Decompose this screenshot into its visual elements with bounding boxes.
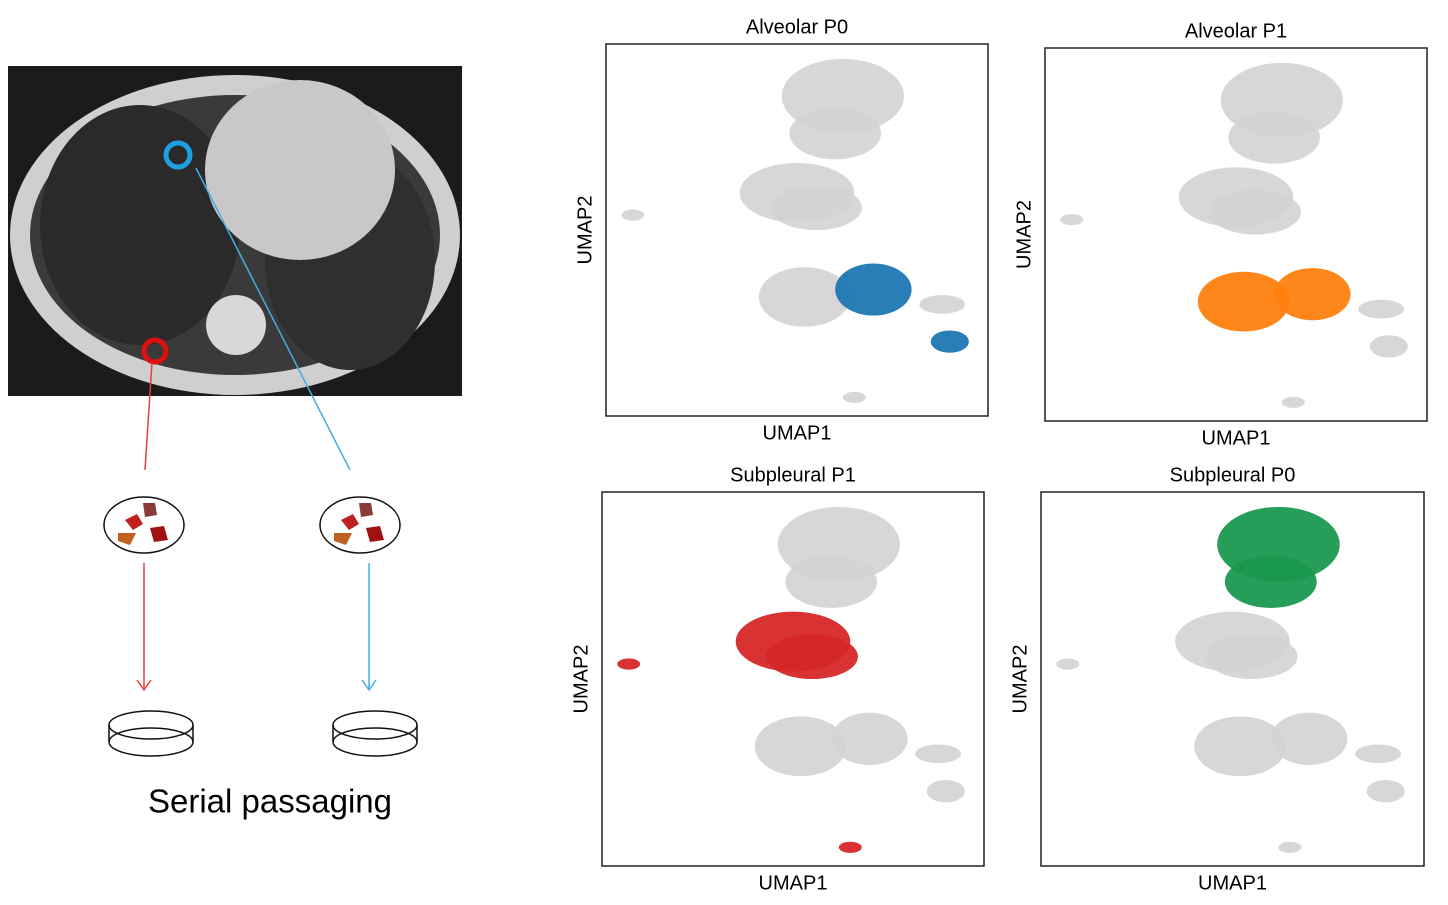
cell-cluster (770, 185, 862, 230)
cell-cluster (766, 634, 858, 679)
y-axis-label: UMAP2 (574, 196, 596, 265)
cell-cluster (839, 842, 862, 853)
x-axis-label: UMAP1 (763, 422, 832, 444)
cell-cluster (1271, 713, 1348, 765)
umap-panel: Subpleural P1 UMAP1 UMAP2 (570, 464, 984, 894)
cell-cluster (1225, 556, 1317, 608)
cell-cluster (1209, 190, 1301, 235)
panel-title: Alveolar P0 (746, 16, 848, 38)
cell-cluster (755, 716, 847, 776)
cell-cluster (617, 658, 640, 669)
cell-cluster (915, 744, 961, 763)
cell-cluster (1367, 780, 1405, 802)
panel-title: Alveolar P1 (1185, 20, 1287, 42)
cell-cluster (931, 330, 969, 352)
ct-scan (8, 66, 462, 396)
cell-cluster (1355, 744, 1401, 763)
cell-cluster (1206, 634, 1298, 679)
cell-cluster (835, 263, 911, 315)
caption: Serial passaging (148, 783, 392, 820)
cell-cluster (1282, 397, 1305, 408)
page: Serial passaging Alveolar P0UMAP1UMAP2Al… (0, 0, 1448, 905)
cell-cluster (1274, 268, 1350, 320)
y-axis-label: UMAP2 (570, 645, 592, 714)
cell-cluster (785, 556, 877, 608)
cell-cluster (1198, 272, 1290, 332)
figure: Serial passaging Alveolar P0UMAP1UMAP2Al… (0, 0, 1448, 905)
cell-cluster (1370, 335, 1408, 357)
x-axis-label: UMAP1 (759, 872, 828, 894)
cell-cluster (919, 295, 965, 314)
cell-cluster (759, 267, 851, 327)
cell-cluster (831, 713, 907, 765)
cell-cluster (1194, 716, 1286, 776)
umap-panel: Subpleural P0 UMAP1 UMAP2 (1009, 464, 1424, 894)
x-axis-label: UMAP1 (1202, 427, 1271, 449)
umap-panel: Alveolar P0 UMAP1 UMAP2 (574, 16, 988, 444)
cell-cluster (1358, 300, 1404, 319)
y-axis-label: UMAP2 (1013, 200, 1035, 269)
cell-cluster (843, 392, 866, 403)
organoid-dishes (104, 497, 417, 756)
cell-cluster (1228, 111, 1320, 163)
cell-cluster (789, 107, 881, 159)
x-axis-label: UMAP1 (1198, 872, 1267, 894)
cell-cluster (621, 210, 644, 221)
panel-title: Subpleural P1 (730, 464, 856, 486)
panel-title: Subpleural P0 (1170, 464, 1296, 486)
cell-cluster (927, 780, 965, 802)
umap-panel: Alveolar P1 UMAP1 UMAP2 (1013, 20, 1427, 449)
y-axis-label: UMAP2 (1009, 645, 1031, 714)
cell-cluster (1056, 658, 1079, 669)
cell-cluster (1060, 214, 1083, 225)
cell-cluster (1278, 842, 1301, 853)
